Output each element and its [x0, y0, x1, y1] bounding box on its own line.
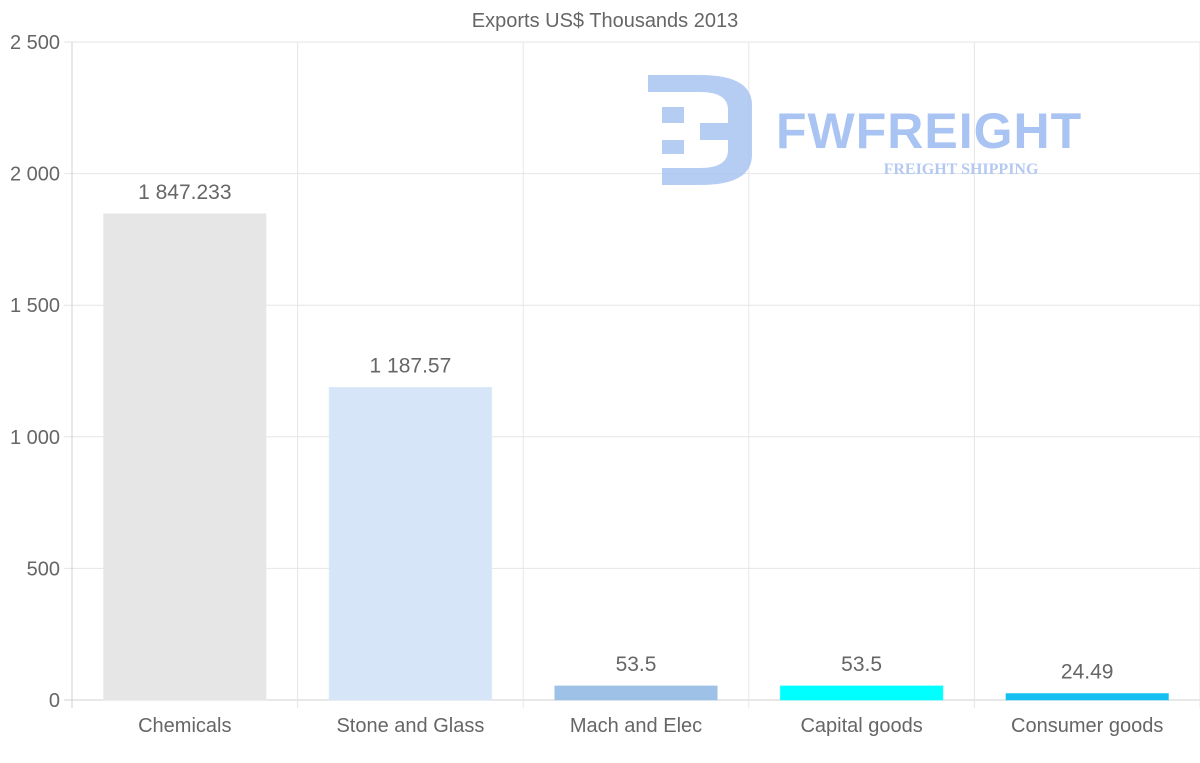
y-tick-label: 2 000 [10, 164, 60, 186]
y-tick-label: 2 500 [10, 32, 60, 54]
chart-title: Exports US$ Thousands 2013 [472, 10, 738, 32]
bar-consumer-goods[interactable] [1005, 693, 1169, 701]
data-label: 1 187.57 [370, 354, 452, 377]
bars [103, 213, 1169, 701]
bar-chemicals[interactable] [103, 213, 267, 701]
x-tick-label: Stone and Glass [336, 715, 484, 737]
y-axis: 0 500 1 000 1 500 2 000 2 500 [10, 32, 60, 712]
data-label: 24.49 [1061, 661, 1114, 684]
data-label: 53.5 [841, 653, 882, 676]
x-axis: Chemicals Stone and Glass Mach and Elec Cap… [138, 715, 1163, 737]
y-tick-label: 1 000 [10, 427, 60, 449]
bar-stone-and-glass[interactable] [328, 386, 493, 701]
data-label: 53.5 [616, 653, 657, 676]
y-tick-label: 1 500 [10, 295, 60, 317]
data-labels: 1 847.233 1 187.57 53.5 53.5 24.49 [138, 181, 1113, 684]
watermark-tagline: FREIGHT SHIPPING [884, 161, 1039, 178]
x-tick-label: Capital goods [800, 715, 922, 737]
x-tick-label: Mach and Elec [570, 715, 702, 737]
bar-mach-and-elec[interactable] [554, 685, 718, 701]
watermark-brand: FWFREIGHT [776, 103, 1082, 159]
y-tick-label: 0 [49, 690, 60, 712]
bar-capital-goods[interactable] [779, 685, 944, 701]
x-tick-label: Consumer goods [1011, 715, 1163, 737]
fw-logo-icon [648, 75, 752, 185]
y-tick-label: 500 [27, 558, 60, 580]
x-tick-label: Chemicals [138, 715, 231, 737]
data-label: 1 847.233 [138, 181, 231, 204]
watermark-logo: FWFREIGHT FREIGHT SHIPPING [648, 75, 1082, 185]
